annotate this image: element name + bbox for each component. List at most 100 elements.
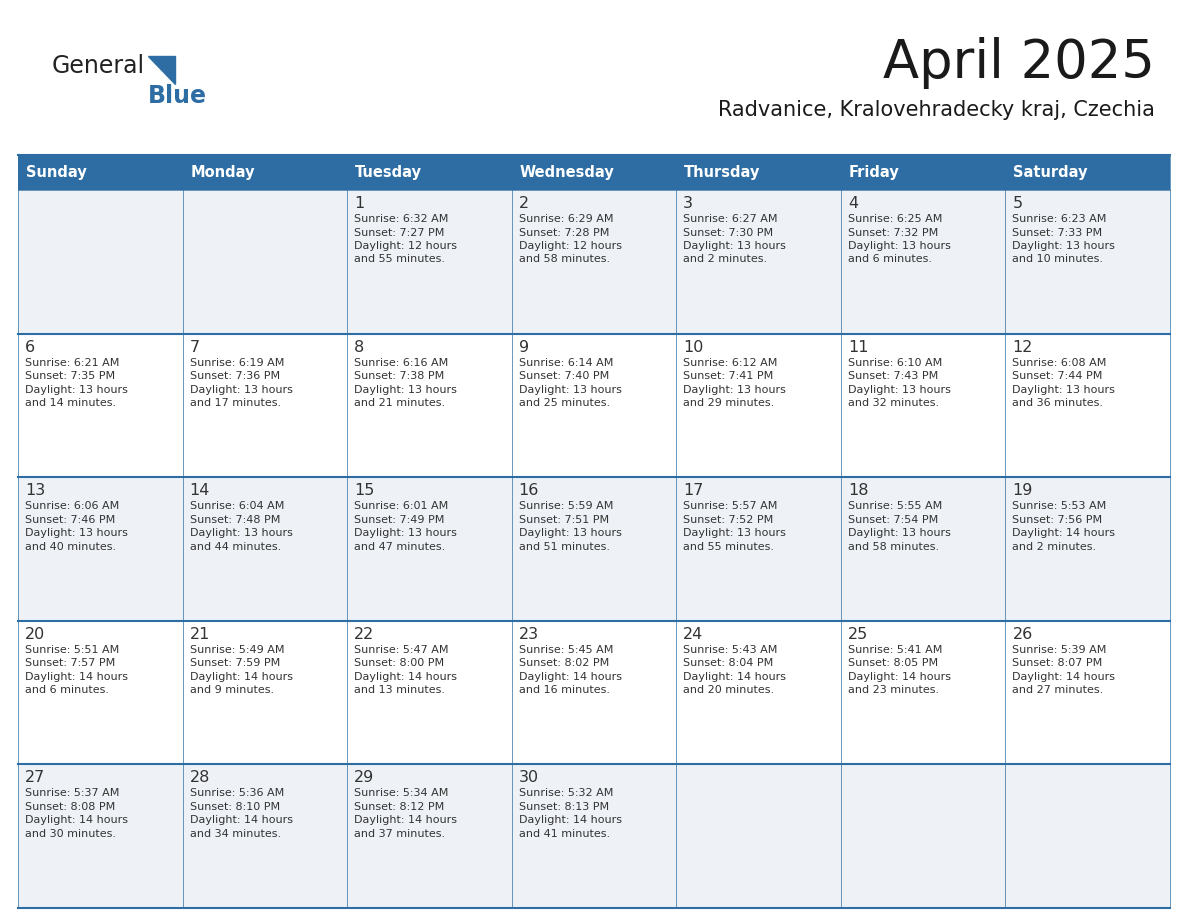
Text: Sunset: 7:59 PM: Sunset: 7:59 PM	[190, 658, 280, 668]
Bar	[512, 621, 676, 765]
Text: 26: 26	[1012, 627, 1032, 642]
Text: Sunrise: 6:04 AM: Sunrise: 6:04 AM	[190, 501, 284, 511]
Text: Sunset: 7:33 PM: Sunset: 7:33 PM	[1012, 228, 1102, 238]
Text: Daylight: 14 hours: Daylight: 14 hours	[354, 815, 457, 825]
Text: Daylight: 13 hours: Daylight: 13 hours	[848, 385, 950, 395]
Text: and 37 minutes.: and 37 minutes.	[354, 829, 446, 839]
Text: 13: 13	[25, 483, 45, 498]
Text: Sunset: 7:38 PM: Sunset: 7:38 PM	[354, 371, 444, 381]
Text: Daylight: 13 hours: Daylight: 13 hours	[25, 528, 128, 538]
Text: 7: 7	[190, 340, 200, 354]
Text: 21: 21	[190, 627, 210, 642]
Text: 1: 1	[354, 196, 365, 211]
Text: Sunset: 7:54 PM: Sunset: 7:54 PM	[848, 515, 939, 525]
Text: and 51 minutes.: and 51 minutes.	[519, 542, 609, 552]
Text: Daylight: 14 hours: Daylight: 14 hours	[190, 815, 292, 825]
Text: 19: 19	[1012, 483, 1032, 498]
Text: 17: 17	[683, 483, 703, 498]
Bar	[676, 477, 841, 621]
Text: Friday: Friday	[849, 165, 899, 180]
Text: Sunset: 7:43 PM: Sunset: 7:43 PM	[848, 371, 939, 381]
Text: Wednesday: Wednesday	[519, 165, 614, 180]
Bar	[676, 155, 841, 190]
Text: Daylight: 13 hours: Daylight: 13 hours	[1012, 241, 1116, 251]
Text: Sunrise: 5:39 AM: Sunrise: 5:39 AM	[1012, 644, 1107, 655]
Text: April 2025: April 2025	[883, 37, 1155, 89]
Text: Sunrise: 6:32 AM: Sunrise: 6:32 AM	[354, 214, 449, 224]
Text: Sunset: 7:57 PM: Sunset: 7:57 PM	[25, 658, 115, 668]
Text: Sunset: 8:13 PM: Sunset: 8:13 PM	[519, 802, 608, 812]
Text: Daylight: 13 hours: Daylight: 13 hours	[848, 528, 950, 538]
Text: General: General	[52, 54, 145, 78]
Text: Daylight: 13 hours: Daylight: 13 hours	[683, 528, 786, 538]
Text: Sunrise: 5:43 AM: Sunrise: 5:43 AM	[683, 644, 778, 655]
Text: 15: 15	[354, 483, 374, 498]
Text: and 14 minutes.: and 14 minutes.	[25, 398, 116, 409]
Text: 4: 4	[848, 196, 858, 211]
Text: 28: 28	[190, 770, 210, 786]
Bar	[347, 155, 512, 190]
Text: Daylight: 13 hours: Daylight: 13 hours	[683, 241, 786, 251]
Text: and 2 minutes.: and 2 minutes.	[683, 254, 767, 264]
Text: Monday: Monday	[190, 165, 255, 180]
Bar	[841, 190, 1005, 333]
Text: Sunset: 7:36 PM: Sunset: 7:36 PM	[190, 371, 279, 381]
Text: 30: 30	[519, 770, 539, 786]
Bar	[512, 190, 676, 333]
Text: Sunset: 7:32 PM: Sunset: 7:32 PM	[848, 228, 939, 238]
Text: Sunset: 7:40 PM: Sunset: 7:40 PM	[519, 371, 609, 381]
Text: Sunset: 8:00 PM: Sunset: 8:00 PM	[354, 658, 444, 668]
Text: 29: 29	[354, 770, 374, 786]
Text: 14: 14	[190, 483, 210, 498]
Text: and 9 minutes.: and 9 minutes.	[190, 686, 273, 695]
Text: and 21 minutes.: and 21 minutes.	[354, 398, 446, 409]
Polygon shape	[148, 56, 175, 84]
Text: Sunset: 7:49 PM: Sunset: 7:49 PM	[354, 515, 444, 525]
Text: and 20 minutes.: and 20 minutes.	[683, 686, 775, 695]
Bar	[347, 333, 512, 477]
Bar	[183, 155, 347, 190]
Bar	[183, 477, 347, 621]
Text: Daylight: 14 hours: Daylight: 14 hours	[1012, 672, 1116, 682]
Text: Sunset: 7:52 PM: Sunset: 7:52 PM	[683, 515, 773, 525]
Bar	[347, 190, 512, 333]
Text: 16: 16	[519, 483, 539, 498]
Text: Daylight: 13 hours: Daylight: 13 hours	[25, 385, 128, 395]
Bar	[841, 765, 1005, 908]
Text: 11: 11	[848, 340, 868, 354]
Bar	[347, 621, 512, 765]
Text: and 44 minutes.: and 44 minutes.	[190, 542, 280, 552]
Text: and 34 minutes.: and 34 minutes.	[190, 829, 280, 839]
Text: Sunset: 8:12 PM: Sunset: 8:12 PM	[354, 802, 444, 812]
Text: Sunrise: 5:45 AM: Sunrise: 5:45 AM	[519, 644, 613, 655]
Text: and 47 minutes.: and 47 minutes.	[354, 542, 446, 552]
Bar	[841, 477, 1005, 621]
Text: Sunrise: 5:49 AM: Sunrise: 5:49 AM	[190, 644, 284, 655]
Bar	[676, 621, 841, 765]
Text: Sunrise: 5:34 AM: Sunrise: 5:34 AM	[354, 789, 449, 799]
Text: Sunset: 7:46 PM: Sunset: 7:46 PM	[25, 515, 115, 525]
Text: 23: 23	[519, 627, 539, 642]
Text: Sunset: 8:05 PM: Sunset: 8:05 PM	[848, 658, 939, 668]
Text: Daylight: 14 hours: Daylight: 14 hours	[25, 672, 128, 682]
Text: Sunrise: 6:01 AM: Sunrise: 6:01 AM	[354, 501, 448, 511]
Text: Thursday: Thursday	[684, 165, 760, 180]
Text: Sunrise: 6:16 AM: Sunrise: 6:16 AM	[354, 358, 448, 367]
Text: Daylight: 13 hours: Daylight: 13 hours	[354, 385, 457, 395]
Text: Sunset: 8:10 PM: Sunset: 8:10 PM	[190, 802, 279, 812]
Text: 12: 12	[1012, 340, 1032, 354]
Text: Daylight: 14 hours: Daylight: 14 hours	[519, 815, 621, 825]
Text: Sunrise: 5:32 AM: Sunrise: 5:32 AM	[519, 789, 613, 799]
Bar	[512, 477, 676, 621]
Text: 27: 27	[25, 770, 45, 786]
Text: Daylight: 13 hours: Daylight: 13 hours	[1012, 385, 1116, 395]
Text: Daylight: 14 hours: Daylight: 14 hours	[848, 672, 950, 682]
Bar	[1005, 765, 1170, 908]
Bar	[512, 765, 676, 908]
Text: Daylight: 13 hours: Daylight: 13 hours	[848, 241, 950, 251]
Text: Daylight: 13 hours: Daylight: 13 hours	[519, 528, 621, 538]
Bar	[676, 765, 841, 908]
Text: 10: 10	[683, 340, 703, 354]
Text: Daylight: 13 hours: Daylight: 13 hours	[354, 528, 457, 538]
Text: Daylight: 14 hours: Daylight: 14 hours	[354, 672, 457, 682]
